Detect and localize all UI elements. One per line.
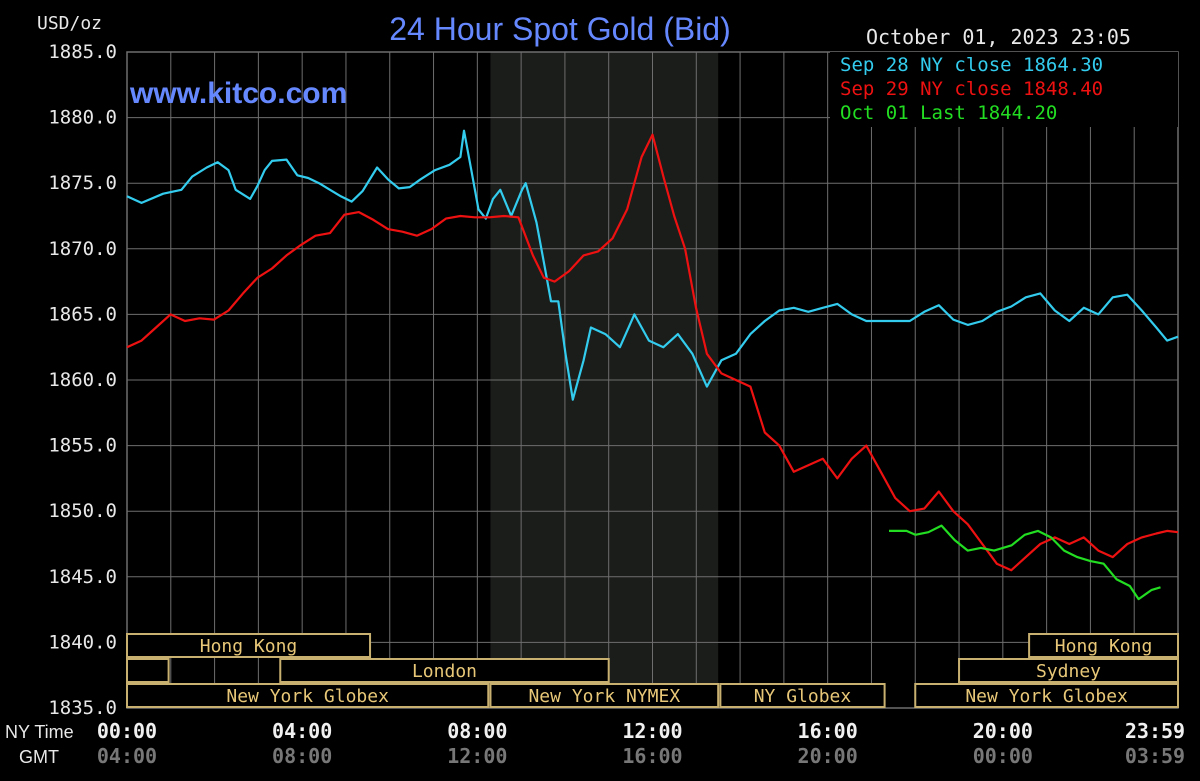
legend-entry-sep29: Sep 29 NY close 1848.40 — [840, 78, 1103, 100]
watermark-url: www.kitco.com — [129, 77, 347, 110]
x-tick-label: 08:00 — [272, 744, 332, 768]
session-label: Sydney — [1036, 661, 1101, 682]
session-label: New York Globex — [965, 686, 1128, 707]
x-tick-label: 20:00 — [798, 744, 858, 768]
x-tick-label: 08:00 — [447, 719, 507, 743]
x-tick-label: 16:00 — [798, 719, 858, 743]
session-label: Hong Kong — [200, 636, 298, 657]
y-tick-label: 1850.0 — [48, 500, 117, 522]
x-tick-label: 03:59 — [1125, 744, 1185, 768]
x-tick-label: 00:00 — [973, 744, 1033, 768]
session-bar — [1028, 633, 1179, 658]
chart-title: 24 Hour Spot Gold (Bid) — [389, 11, 731, 47]
session-bar — [719, 683, 886, 708]
y-tick-label: 1845.0 — [48, 566, 117, 588]
session-bars: Hong Kong London New York Globex New York N… — [126, 633, 1180, 708]
x-axis: NY Time 00:00 04:00 08:00 12:00 16:00 20:00 23:… — [5, 719, 1185, 768]
session-label: NY Globex — [754, 686, 852, 707]
y-axis: 1885.0 1880.0 1875.0 1870.0 1865.0 1860.0 1855… — [48, 41, 117, 719]
session-label: London — [412, 661, 477, 682]
y-tick-label: 1880.0 — [48, 107, 117, 129]
session-bar — [126, 658, 170, 683]
legend-box — [830, 52, 1178, 127]
session-bar — [279, 658, 610, 683]
x-row-label: GMT — [19, 747, 59, 767]
session-bar — [958, 658, 1180, 683]
y-tick-label: 1835.0 — [48, 697, 117, 719]
series-lines — [126, 129, 1179, 601]
x-tick-label: 20:00 — [973, 719, 1033, 743]
y-tick-label: 1870.0 — [48, 238, 117, 260]
y-tick-label: 1865.0 — [48, 303, 117, 325]
legend-entry-oct01: Oct 01 Last 1844.20 — [840, 102, 1057, 124]
x-tick-label: 12:00 — [622, 719, 682, 743]
session-bar — [126, 683, 490, 708]
session-bar — [126, 633, 372, 658]
legend-entry-sep28: Sep 28 NY close 1864.30 — [840, 54, 1103, 76]
x-tick-label: 00:00 — [97, 719, 157, 743]
x-tick-label: 04:00 — [272, 719, 332, 743]
y-tick-label: 1885.0 — [48, 41, 117, 63]
session-label: Hong Kong — [1055, 636, 1153, 657]
y-tick-label: 1875.0 — [48, 172, 117, 194]
y-tick-label: 1860.0 — [48, 369, 117, 391]
series-line-1 — [126, 133, 1179, 572]
session-bar — [914, 683, 1179, 708]
y-tick-label: 1855.0 — [48, 435, 117, 457]
x-tick-label: 16:00 — [622, 744, 682, 768]
series-line-0 — [126, 129, 1179, 401]
y-tick-label: 1840.0 — [48, 631, 117, 653]
legend: Sep 28 NY close 1864.30 Sep 29 NY close … — [830, 52, 1178, 127]
series-line-2 — [889, 524, 1161, 601]
x-tick-label: 23:59 — [1125, 719, 1185, 743]
session-label: New York NYMEX — [528, 686, 680, 707]
session-bar — [489, 683, 720, 708]
y-unit-label: USD/oz — [37, 13, 102, 34]
x-row-label: NY Time — [5, 722, 74, 742]
session-label: New York Globex — [226, 686, 389, 707]
x-tick-label: 04:00 — [97, 744, 157, 768]
timestamp: October 01, 2023 23:05 — [866, 25, 1131, 49]
x-tick-label: 12:00 — [447, 744, 507, 768]
